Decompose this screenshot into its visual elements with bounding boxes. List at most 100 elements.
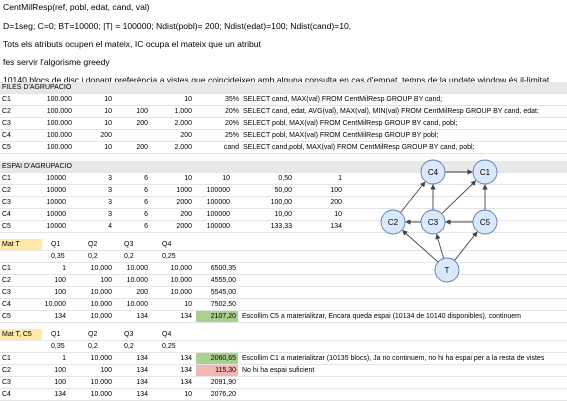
mat_tc5-cell-q1: 100 (54, 379, 66, 386)
files-cell-a: 100.000 (46, 96, 72, 103)
mat_t-row-c2: C2 100 100 10.000 10.000 4555,00 (0, 275, 567, 287)
mat_tc5-cell-q4: 134 (180, 367, 192, 374)
espai-cell-d: 10 (184, 175, 192, 182)
files-cell-id: C4 (2, 132, 11, 139)
mat_t-cell-q3: 10.000 (126, 265, 148, 272)
files-cell-id: C5 (2, 144, 11, 151)
files-cell-b: 200 (100, 132, 112, 139)
files-row-c1: C1 100.000 10 10 35% SELECT cand, MAX(val) FR… (0, 94, 567, 106)
espai-row-c2: C2 10000 3 6 1000 100000 50,00 100 (0, 185, 567, 197)
mat_t-cell-q3: 200 (136, 289, 148, 296)
espai-cell-c: 6 (144, 187, 148, 194)
files-cell-id: C2 (2, 108, 11, 115)
espai-cell-f: 0,50 (278, 175, 292, 182)
node-c3 (420, 209, 446, 235)
espai-cell-a: 10000 (46, 223, 66, 230)
edge-t-c5 (454, 231, 478, 261)
mat-tc5-freq-q3: 0,2 (124, 343, 134, 350)
mat_t-cell-q1: 134 (54, 313, 66, 320)
espai-cell-e: 100000 (206, 187, 230, 194)
mat_t-row-label: C4 (2, 301, 11, 308)
mat_t-cell-q4: 134 (180, 313, 192, 320)
header-line-3: Tots els atributs ocupen el mateix, IC o… (3, 39, 261, 49)
mat-t-col-q2: Q2 (88, 241, 98, 248)
mat_t-cell-q3: 10.000 (126, 301, 148, 308)
files-row-c2: C2 100.000 10 100 1.000 20% SELECT cand, edat,… (0, 106, 567, 118)
espai-cell-a: 10000 (46, 199, 66, 206)
header-line-4: fes servir l'algorisme greedy (3, 57, 110, 67)
mat-tc5-header-row: Mat T, C5 Q1 Q2 Q3 Q4 (0, 329, 567, 341)
node-label-c5: C5 (480, 218, 491, 227)
mat_tc5-cell-q4: 134 (180, 379, 192, 386)
mat_t-row-label: C3 (2, 289, 11, 296)
mat-t-title: Mat T (0, 239, 42, 250)
mat_tc5-cell-q2: 10.000 (90, 379, 112, 386)
files-cell-b: 10 (104, 120, 112, 127)
mat-tc5-title: Mat T, C5 (0, 329, 42, 340)
espai-cell-f: 50,00 (274, 187, 292, 194)
espai-cell-b: 4 (108, 223, 112, 230)
espai-cell-c: 6 (144, 211, 148, 218)
espai-cell-e: 100000 (206, 199, 230, 206)
mat_t-cell-q1: 100 (54, 277, 66, 284)
files-cell-b: 10 (104, 144, 112, 151)
espai-cell-e: 10 (222, 175, 230, 182)
files-cell-b: 10 (104, 108, 112, 115)
mat_t-cell-q3: 10.000 (126, 277, 148, 284)
espai-cell-id: C3 (2, 199, 11, 206)
espai-cell-b: 3 (108, 175, 112, 182)
node-label-c3: C3 (428, 218, 439, 227)
mat_t-row-label: C2 (2, 277, 11, 284)
files-cell-sql: SELECT cand, MAX(val) FROM CentMilResp G… (243, 96, 443, 103)
mat-tc5-freq-row: 0,35 0,2 0,2 0,25 (0, 341, 567, 353)
files-cell-pct: 35% (224, 96, 239, 103)
mat_tc5-row-c1: C1 1 10.000 134 134 2060,65 Escollim C1 a mate… (0, 353, 567, 365)
files-cell-pct: 20% (224, 120, 239, 127)
mat-tc5-col-q1: Q1 (51, 331, 61, 338)
edge-c3-c1 (441, 180, 477, 215)
mat_t-cell-q2: 10.000 (90, 289, 112, 296)
mat-t-freq-row: 0,35 0,2 0,2 0,25 (0, 251, 567, 263)
node-c4 (420, 159, 446, 185)
files-cell-d: 2.000 (174, 120, 192, 127)
espai-cell-e: 100000 (206, 211, 230, 218)
mat_tc5-cell-total: 115,30 (196, 365, 238, 376)
espai-row-c3: C3 10000 3 6 2000 100000 100,00 200 (0, 197, 567, 209)
mat-t-header-row: Mat T Q1 Q2 Q3 Q4 (0, 239, 567, 251)
mat_tc5-row-label: C2 (2, 367, 11, 374)
files-cell-pct: 25% (224, 132, 239, 139)
espai-row-c5: C5 10000 4 6 2000 100000 133,33 134 (0, 221, 567, 233)
header-line-5: 10140 blocs de disc i donant preferència… (3, 75, 550, 85)
files-cell-c: 200 (136, 120, 148, 127)
mat-t-col-q3: Q3 (124, 241, 134, 248)
mat_tc5-cell-q3: 134 (136, 355, 148, 362)
files-row-c5: C5 100.000 10 200 2.000 cand SELECT cand,pobl,… (0, 142, 567, 154)
mat_t-cell-q2: 10.000 (90, 313, 112, 320)
espai-cell-f: 100,00 (270, 199, 292, 206)
mat-t-col-q4: Q4 (162, 241, 172, 248)
espai-cell-a: 10000 (46, 187, 66, 194)
mat_t-row-c3: C3 100 10.000 200 10.000 5545,00 (0, 287, 567, 299)
espai-cell-id: C2 (2, 187, 11, 194)
mat_tc5-cell-q2: 100 (100, 367, 112, 374)
node-c1 (472, 159, 498, 185)
espai-cell-c: 6 (144, 175, 148, 182)
mat_t-row-c5: C5 134 10.000 134 134 2107,20 Escollim C5 a ma… (0, 311, 567, 323)
files-cell-pct: cand (223, 144, 239, 151)
mat_t-row-label: C5 (2, 313, 11, 320)
files-cell-a: 100.000 (46, 144, 72, 151)
mat_tc5-cell-note: No hi ha espai suficient (242, 367, 315, 374)
mat_tc5-row-c2: C2 100 100 134 134 115,30 No hi ha espai sufic… (0, 365, 567, 377)
mat_t-cell-q4: 10.000 (170, 289, 192, 296)
files-cell-sql: SELECT cand, edat, AVG(val), MAX(val), M… (243, 108, 539, 115)
mat-tc5-freq-q4: 0,25 (162, 343, 176, 350)
files-cell-c: 100 (136, 108, 148, 115)
espai-cell-c: 6 (144, 199, 148, 206)
mat_tc5-cell-q4: 134 (180, 355, 192, 362)
header-line-1: CentMilResp(ref, pobl, edat, cand, val) (3, 2, 150, 12)
node-label-t: T (445, 266, 450, 275)
mat_tc5-cell-q4: 10 (184, 391, 192, 398)
files-cell-id: C3 (2, 120, 11, 127)
espai-section-title: ESPAI D'AGRUPACIO (2, 163, 72, 170)
